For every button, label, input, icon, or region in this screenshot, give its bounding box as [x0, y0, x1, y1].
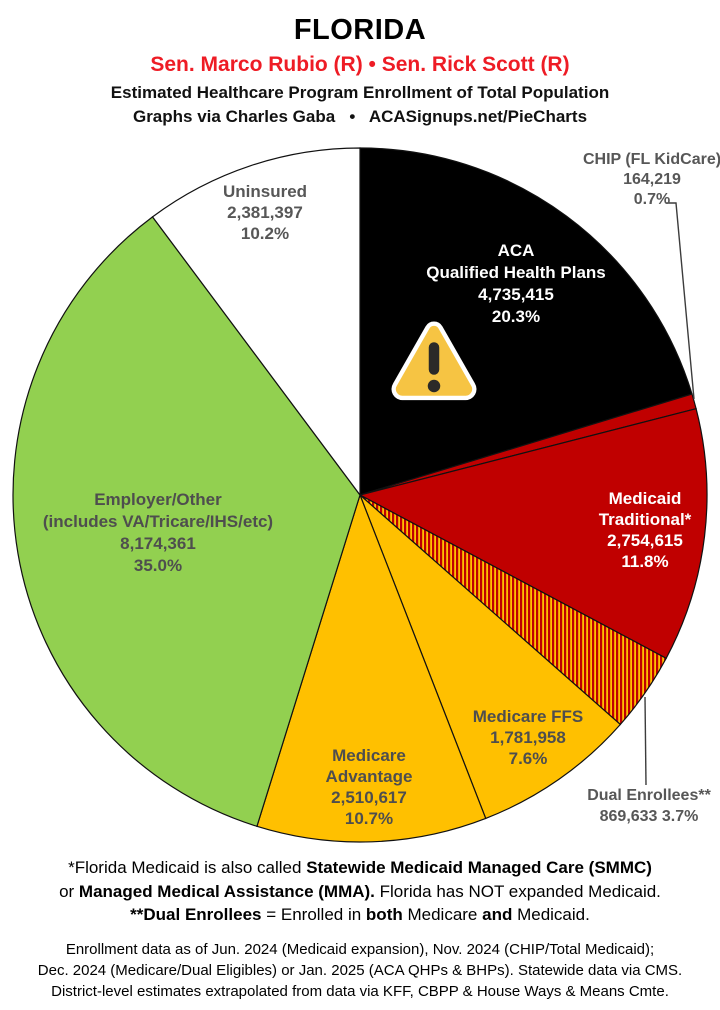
label-employer-title: Employer/Other — [94, 490, 222, 509]
label-chip: CHIP (FL KidCare) 164,219 0.7% — [583, 150, 720, 210]
label-ffs-value: 1,781,958 — [490, 728, 566, 747]
label-medicaid-title: Medicaid — [608, 489, 682, 508]
label-medicare-ffs: Medicare FFS 1,781,958 7.6% — [473, 706, 584, 769]
pie-slice-employer-other — [12, 216, 361, 828]
label-employer-pct: 35.0% — [133, 556, 183, 575]
label-adv-value: 2,510,617 — [331, 788, 407, 807]
pie-slice-medicare-advantage — [256, 493, 487, 843]
label-aca-pct: 20.3% — [491, 307, 541, 326]
label-medicaid-pct: 11.8% — [621, 552, 669, 571]
footnotes: *Florida Medicaid is also called Statewi… — [0, 856, 720, 1002]
label-medicaid-traditional: Medicaid Traditional* 2,754,615 11.8% — [599, 488, 692, 572]
pie-slice-medicaid-traditional — [358, 407, 708, 660]
label-uninsured: Uninsured 2,381,397 10.2% — [223, 181, 307, 244]
label-adv-pct: 10.7% — [344, 809, 394, 828]
source-line: Enrollment data as of Jun. 2024 (Medicai… — [65, 940, 655, 958]
label-medicaid-value: 2,754,615 — [607, 531, 683, 550]
description-line: Estimated Healthcare Program Enrollment … — [110, 83, 610, 102]
senators-line: Sen. Marco Rubio (R) • Sen. Rick Scott (… — [150, 53, 570, 76]
label-adv-title: Medicare — [332, 746, 406, 765]
pie-slice-uninsured — [151, 147, 361, 497]
source-line: Dec. 2024 (Medicare/Dual Eligibles) or J… — [37, 961, 683, 979]
pie-chart-svg — [12, 147, 708, 843]
label-dual-value: 869,633 3.7% — [599, 808, 699, 825]
label-aca-qhp: ACA Qualified Health Plans 4,735,415 20.… — [426, 240, 606, 328]
pie-chart-area: ACA Qualified Health Plans 4,735,415 20.… — [0, 140, 720, 860]
chip-leader-line — [666, 202, 695, 400]
label-chip-title: CHIP (FL KidCare) — [582, 151, 720, 168]
dual-leader-line — [644, 696, 647, 786]
warning-icon — [391, 321, 477, 401]
label-uninsured-value: 2,381,397 — [227, 203, 303, 222]
label-dual-title: Dual Enrollees** — [587, 787, 711, 804]
pie-slice-medicare-ffs — [359, 494, 622, 820]
label-employer-title2: (includes VA/Tricare/IHS/etc) — [42, 512, 274, 531]
label-ffs-pct: 7.6% — [508, 749, 548, 768]
data-sources: Enrollment data as of Jun. 2024 (Medicai… — [0, 939, 720, 1002]
label-aca-value: 4,735,415 — [478, 285, 554, 304]
label-dual-enrollees: Dual Enrollees** 869,633 3.7% — [587, 785, 711, 827]
label-uninsured-title: Uninsured — [222, 182, 308, 201]
label-adv-title2: Advantage — [325, 767, 413, 786]
label-medicaid-title2: Traditional* — [598, 510, 692, 529]
page-title: FLORIDA — [293, 14, 427, 46]
label-aca-title: ACA — [497, 241, 535, 260]
label-chip-value: 164,219 — [623, 171, 681, 188]
label-ffs-title: Medicare FFS — [472, 707, 584, 726]
label-employer-other: Employer/Other (includes VA/Tricare/IHS/… — [43, 489, 273, 577]
label-medicare-advantage: Medicare Advantage 2,510,617 10.7% — [326, 745, 413, 829]
label-aca-title2: Qualified Health Plans — [426, 263, 606, 282]
source-line: District-level estimates extrapolated fr… — [51, 982, 669, 1000]
header: FLORIDA Sen. Marco Rubio (R) • Sen. Rick… — [0, 0, 720, 129]
pie-slice-aca-qhp — [359, 147, 693, 496]
footnote-line: **Dual Enrollees = Enrolled in both Medi… — [130, 905, 590, 924]
credit-line: Graphs via Charles Gaba • ACASignups.net… — [132, 107, 588, 126]
label-employer-value: 8,174,361 — [120, 534, 196, 553]
footnote-line: or Managed Medical Assistance (MMA). Flo… — [59, 881, 661, 901]
label-chip-pct: 0.7% — [633, 191, 671, 208]
label-uninsured-pct: 10.2% — [240, 224, 290, 243]
footnote-line: *Florida Medicaid is also called Statewi… — [68, 858, 652, 877]
